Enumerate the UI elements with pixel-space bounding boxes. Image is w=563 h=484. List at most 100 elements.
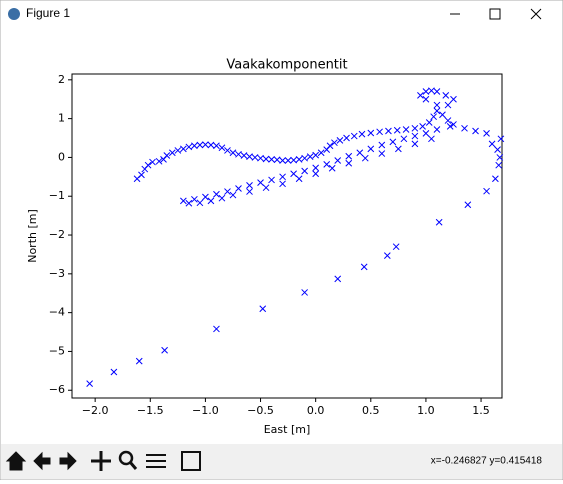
point bbox=[235, 150, 242, 158]
point bbox=[367, 129, 375, 137]
point bbox=[317, 149, 325, 157]
point bbox=[290, 156, 297, 164]
point bbox=[301, 289, 308, 296]
point bbox=[180, 145, 187, 153]
point bbox=[450, 95, 457, 103]
point bbox=[246, 153, 253, 161]
point bbox=[257, 154, 264, 162]
point bbox=[444, 117, 452, 124]
point bbox=[422, 130, 430, 137]
point bbox=[361, 154, 369, 162]
point bbox=[483, 130, 490, 137]
point bbox=[433, 101, 441, 109]
point bbox=[218, 194, 226, 202]
point bbox=[229, 191, 237, 199]
point bbox=[464, 201, 472, 209]
configure-button[interactable] bbox=[146, 454, 166, 468]
point bbox=[268, 176, 275, 184]
point bbox=[224, 147, 231, 154]
point bbox=[495, 161, 503, 169]
status-text: x=-0.246827 y=0.415418 bbox=[431, 456, 543, 467]
point bbox=[496, 154, 504, 161]
point bbox=[191, 142, 198, 150]
y-tick-label: 1 bbox=[58, 112, 65, 125]
point bbox=[446, 123, 454, 130]
point bbox=[378, 141, 386, 149]
point bbox=[284, 157, 292, 164]
pan-button[interactable] bbox=[91, 451, 111, 471]
point bbox=[435, 218, 443, 226]
point bbox=[185, 143, 193, 151]
point bbox=[411, 132, 419, 140]
point bbox=[251, 154, 259, 161]
point bbox=[422, 95, 430, 103]
point bbox=[350, 132, 358, 140]
point bbox=[331, 139, 338, 147]
x-tick-label: −2.0 bbox=[82, 404, 109, 417]
back-button[interactable] bbox=[33, 451, 51, 471]
point bbox=[419, 123, 426, 130]
toolbar-icons bbox=[5, 450, 201, 471]
point bbox=[345, 152, 353, 160]
point bbox=[442, 91, 450, 99]
point bbox=[393, 126, 401, 134]
point bbox=[450, 121, 457, 128]
home-button[interactable] bbox=[5, 451, 27, 471]
y-tick-label: −2 bbox=[49, 228, 65, 241]
point bbox=[312, 170, 320, 178]
point bbox=[246, 188, 253, 195]
point bbox=[279, 173, 286, 181]
point bbox=[279, 157, 286, 164]
point bbox=[163, 152, 171, 159]
point bbox=[185, 199, 193, 207]
point bbox=[155, 157, 163, 165]
point bbox=[262, 184, 270, 192]
point bbox=[367, 145, 375, 153]
point bbox=[306, 153, 314, 161]
point bbox=[168, 149, 176, 157]
point bbox=[218, 144, 226, 152]
x-tick-label: 0.0 bbox=[307, 404, 325, 417]
point bbox=[492, 175, 499, 183]
x-tick-label: 1.0 bbox=[417, 404, 435, 417]
y-tick-label: 2 bbox=[58, 73, 65, 86]
x-tick-label: −0.5 bbox=[247, 404, 274, 417]
point bbox=[149, 158, 156, 166]
point bbox=[425, 119, 433, 126]
point bbox=[411, 140, 419, 148]
point bbox=[395, 145, 402, 153]
point bbox=[472, 127, 479, 135]
point bbox=[279, 180, 286, 188]
point bbox=[207, 141, 215, 149]
point bbox=[301, 167, 308, 175]
forward-button[interactable] bbox=[59, 451, 77, 471]
point bbox=[213, 142, 220, 150]
point bbox=[202, 141, 209, 148]
point bbox=[378, 150, 386, 157]
point bbox=[422, 88, 430, 95]
point bbox=[428, 87, 435, 95]
point bbox=[389, 138, 397, 146]
x-tick-label: 1.5 bbox=[472, 404, 490, 417]
point bbox=[246, 182, 253, 189]
point bbox=[428, 135, 435, 143]
maximize-button[interactable] bbox=[489, 8, 501, 20]
point bbox=[334, 275, 342, 283]
y-tick-label: −3 bbox=[49, 267, 65, 280]
point bbox=[257, 179, 264, 187]
close-button[interactable] bbox=[530, 8, 542, 20]
zoom-handle bbox=[128, 461, 138, 470]
x-tick-label: −1.5 bbox=[137, 404, 164, 417]
y-tick-label: −6 bbox=[49, 383, 65, 396]
point bbox=[430, 113, 437, 121]
y-tick-label: 0 bbox=[58, 150, 65, 163]
zoom-button[interactable] bbox=[118, 450, 134, 466]
x-axis-label: East [m] bbox=[264, 423, 311, 436]
save-button[interactable] bbox=[181, 451, 201, 471]
point bbox=[328, 164, 336, 172]
point bbox=[312, 164, 320, 172]
point bbox=[439, 111, 446, 119]
point bbox=[383, 252, 391, 259]
point bbox=[497, 135, 505, 143]
